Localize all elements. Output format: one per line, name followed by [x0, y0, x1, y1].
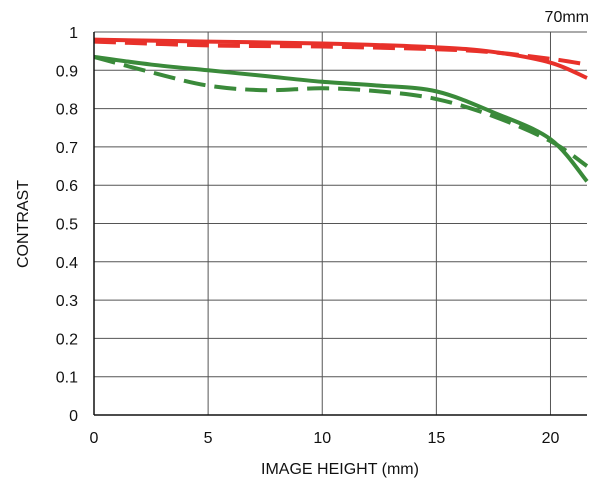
- y-tick-label: 0.8: [56, 102, 78, 119]
- series-lines: [93, 37, 589, 183]
- y-tick-label: 0.5: [56, 217, 78, 234]
- y-tick-label: 0.9: [56, 63, 78, 80]
- y-tick-label: 0.2: [56, 331, 78, 348]
- y-tick-label: 0.4: [56, 255, 78, 272]
- y-tick-labels: 0 0.1 0.2 0.3 0.4 0.5 0.6 0.7 0.8 0.9 1: [56, 25, 78, 425]
- grid-lines: [94, 31, 587, 415]
- series-line-green-dashed: [93, 54, 589, 168]
- x-tick-label: 20: [542, 430, 560, 447]
- x-tick-label: 15: [427, 430, 445, 447]
- plot-frame: [93, 32, 587, 416]
- chart-title: 70mm: [545, 9, 589, 26]
- y-tick-label: 0.7: [56, 140, 78, 157]
- x-tick-label: 5: [204, 430, 213, 447]
- y-axis-title: CONTRAST: [15, 180, 32, 268]
- series-line-red-dashed: [93, 39, 588, 67]
- series-line-red-solid: [93, 37, 588, 80]
- y-tick-label: 0.1: [56, 370, 78, 387]
- series-line-green-solid: [93, 54, 589, 183]
- x-axis-title: IMAGE HEIGHT (mm): [261, 461, 419, 478]
- y-tick-label: 0.6: [56, 178, 78, 195]
- y-tick-label: 0.3: [56, 293, 78, 310]
- x-tick-label: 0: [90, 430, 99, 447]
- x-tick-labels: 0 5 10 15 20: [90, 430, 560, 447]
- y-tick-label: 0: [69, 408, 78, 425]
- x-tick-label: 10: [313, 430, 331, 447]
- y-tick-label: 1: [69, 25, 78, 42]
